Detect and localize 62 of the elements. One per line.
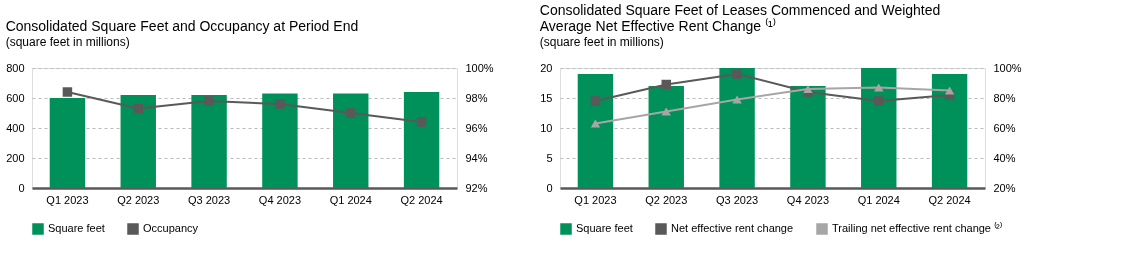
x-tick-label: Q1 2024 bbox=[857, 193, 900, 206]
x-tick-label: Q1 2024 bbox=[329, 193, 372, 206]
chart-subtitle: (square feet in millions) bbox=[539, 35, 664, 49]
y2-tick-label: 80% bbox=[993, 91, 1016, 104]
bar bbox=[790, 86, 826, 188]
point bbox=[661, 107, 671, 116]
bar bbox=[861, 68, 897, 188]
y2-tick-label: 100% bbox=[993, 61, 1022, 74]
y-tick-label: 800 bbox=[6, 61, 25, 74]
legend-label: Net effective rent change bbox=[671, 222, 794, 234]
y2-tick-label: 94% bbox=[465, 151, 488, 164]
x-tick-label: Q2 2023 bbox=[117, 193, 160, 206]
chart-subtitle: (square feet in millions) bbox=[5, 35, 130, 49]
y-tick-label: 10 bbox=[540, 121, 553, 134]
y2-tick-label: 40% bbox=[993, 151, 1016, 164]
point bbox=[590, 96, 601, 106]
legend-label: Square feet bbox=[576, 222, 633, 234]
point bbox=[275, 99, 285, 109]
x-tick-label: Q4 2023 bbox=[258, 193, 302, 206]
x-tick-label: Q1 2023 bbox=[574, 193, 617, 206]
point bbox=[944, 86, 955, 95]
y-tick-label: 600 bbox=[6, 91, 25, 104]
x-tick-label: Q2 2023 bbox=[645, 193, 688, 206]
y-tick-label: 200 bbox=[6, 151, 25, 164]
point bbox=[416, 117, 427, 127]
legend-label: Occupancy bbox=[143, 222, 199, 234]
point bbox=[661, 79, 671, 90]
y2-tick-label: 96% bbox=[465, 121, 488, 134]
point bbox=[204, 96, 214, 106]
bar bbox=[648, 86, 684, 188]
point bbox=[874, 83, 884, 92]
y2-tick-label: 98% bbox=[465, 91, 488, 104]
y2-tick-label: 60% bbox=[993, 121, 1016, 134]
legend-label: Square feet bbox=[48, 222, 105, 234]
chart-title: Consolidated Square Feet and Occupancy at Period End bbox=[5, 18, 359, 34]
y2-tick-label: 100% bbox=[465, 61, 494, 74]
point bbox=[62, 87, 73, 97]
y-tick-label: 5 bbox=[546, 151, 553, 164]
bar bbox=[719, 68, 755, 188]
y-tick-label: 0 bbox=[18, 181, 25, 194]
point bbox=[346, 108, 356, 118]
y-tick-label: 20 bbox=[540, 61, 553, 74]
chart-title: Consolidated Square Feet of Leases Commenced and Weighted Average Net Effective Rent Change ⁽¹⁾ bbox=[539, 2, 941, 34]
x-tick-label: Q4 2023 bbox=[786, 193, 830, 206]
x-tick-label: Q2 2024 bbox=[400, 193, 443, 206]
bar bbox=[577, 74, 614, 188]
y-tick-label: 15 bbox=[540, 91, 553, 104]
point bbox=[133, 103, 143, 114]
point bbox=[590, 119, 601, 128]
point bbox=[732, 95, 742, 104]
y-tick-label: 0 bbox=[546, 181, 553, 194]
x-tick-label: Q2 2024 bbox=[928, 193, 971, 206]
legend-label: Trailing net effective rent change ⁽²⁾ bbox=[832, 222, 1002, 234]
x-tick-label: Q3 2023 bbox=[187, 193, 231, 206]
y-tick-label: 400 bbox=[6, 121, 25, 134]
y2-tick-label: 92% bbox=[465, 181, 488, 194]
point bbox=[732, 69, 742, 79]
y2-tick-label: 20% bbox=[993, 181, 1016, 194]
x-tick-label: Q3 2023 bbox=[715, 193, 759, 206]
x-tick-label: Q1 2023 bbox=[46, 193, 89, 206]
point bbox=[874, 96, 884, 106]
bar bbox=[931, 74, 968, 188]
